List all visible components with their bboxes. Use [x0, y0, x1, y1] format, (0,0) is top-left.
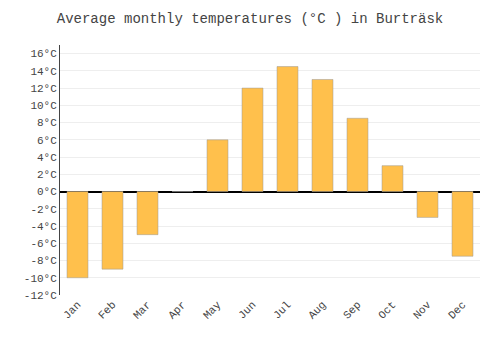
- svg-text:16°C: 16°C: [30, 48, 57, 60]
- svg-text:Apr: Apr: [166, 299, 188, 321]
- svg-text:12°C: 12°C: [30, 83, 57, 95]
- svg-text:2°C: 2°C: [37, 169, 57, 181]
- svg-text:-10°C: -10°C: [24, 273, 57, 285]
- svg-text:Mar: Mar: [131, 299, 153, 321]
- svg-text:Jan: Jan: [61, 299, 83, 321]
- svg-text:-8°C: -8°C: [30, 255, 57, 267]
- svg-text:-12°C: -12°C: [24, 290, 57, 302]
- svg-text:Oct: Oct: [376, 299, 398, 321]
- svg-text:Aug: Aug: [306, 299, 328, 321]
- svg-text:-6°C: -6°C: [30, 238, 57, 250]
- svg-text:Nov: Nov: [411, 299, 434, 322]
- svg-text:Sep: Sep: [341, 299, 363, 321]
- svg-text:14°C: 14°C: [30, 66, 57, 78]
- svg-text:Average monthly temperatures (: Average monthly temperatures (°C ) in Bu…: [57, 11, 443, 27]
- svg-text:4°C: 4°C: [37, 152, 57, 164]
- svg-text:Feb: Feb: [96, 299, 118, 321]
- svg-text:-4°C: -4°C: [30, 221, 57, 233]
- svg-text:Jun: Jun: [236, 299, 258, 321]
- svg-text:-2°C: -2°C: [30, 204, 57, 216]
- svg-text:Jul: Jul: [271, 299, 293, 321]
- svg-text:May: May: [201, 299, 224, 322]
- svg-text:8°C: 8°C: [37, 117, 57, 129]
- svg-text:0°C: 0°C: [37, 186, 57, 198]
- svg-text:6°C: 6°C: [37, 135, 57, 147]
- svg-text:Dec: Dec: [446, 299, 468, 321]
- svg-text:10°C: 10°C: [30, 100, 57, 112]
